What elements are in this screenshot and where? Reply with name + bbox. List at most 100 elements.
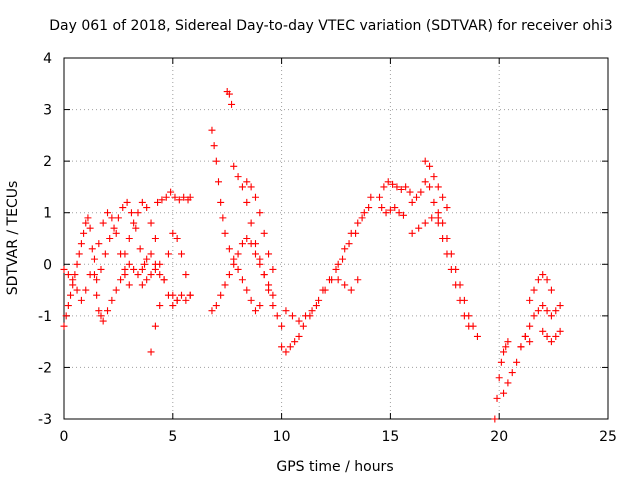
data-point: [274, 312, 281, 319]
data-point: [178, 250, 185, 257]
data-point: [222, 281, 229, 288]
series-arc-t: [378, 204, 407, 219]
data-point: [156, 302, 163, 309]
series-arc-s: [376, 178, 413, 200]
data-point: [269, 266, 276, 273]
data-point: [422, 158, 429, 165]
series-arc-f: [139, 261, 181, 309]
data-point: [61, 266, 68, 273]
data-point: [452, 266, 459, 273]
x-tick-label: 15: [381, 429, 399, 445]
data-point: [422, 178, 429, 185]
data-point: [282, 307, 289, 314]
data-point: [252, 307, 259, 314]
data-point: [461, 297, 468, 304]
data-point: [354, 220, 361, 227]
data-point: [65, 302, 72, 309]
data-point: [552, 307, 559, 314]
data-point: [208, 307, 215, 314]
data-point: [430, 199, 437, 206]
data-point: [348, 287, 355, 294]
data-point: [548, 287, 555, 294]
data-point: [61, 323, 68, 330]
data-point: [352, 230, 359, 237]
series-arc-j: [208, 127, 263, 315]
data-point: [526, 338, 533, 345]
data-point: [300, 323, 307, 330]
data-point: [239, 240, 246, 247]
data-point: [102, 250, 109, 257]
data-point: [278, 323, 285, 330]
data-point: [261, 271, 268, 278]
data-point: [269, 292, 276, 299]
data-point: [365, 204, 372, 211]
data-point: [380, 183, 387, 190]
data-point: [409, 230, 416, 237]
data-point: [82, 287, 89, 294]
data-point: [239, 183, 246, 190]
data-point: [539, 302, 546, 309]
data-point: [143, 276, 150, 283]
x-tick-label: 5: [168, 429, 177, 445]
data-point: [341, 245, 348, 252]
data-point: [121, 250, 128, 257]
data-point: [422, 220, 429, 227]
series-arc-k: [224, 88, 235, 108]
data-point: [243, 178, 250, 185]
data-point: [256, 302, 263, 309]
data-point: [443, 235, 450, 242]
data-point: [535, 307, 542, 314]
series-arc-g: [148, 230, 194, 356]
data-point: [126, 235, 133, 242]
x-tick-label: 20: [490, 429, 508, 445]
data-point: [496, 374, 503, 381]
data-point: [235, 250, 242, 257]
data-point: [80, 230, 87, 237]
data-point: [211, 142, 218, 149]
data-point: [128, 209, 135, 216]
data-point: [539, 328, 546, 335]
data-point: [182, 271, 189, 278]
plot-frame: [64, 58, 608, 419]
x-tick-label: 10: [273, 429, 291, 445]
data-point: [213, 302, 220, 309]
data-point: [252, 240, 259, 247]
data-point: [439, 220, 446, 227]
data-point: [104, 307, 111, 314]
data-point: [296, 333, 303, 340]
data-point: [248, 183, 255, 190]
data-point: [219, 214, 226, 221]
data-point: [100, 220, 107, 227]
data-point: [498, 359, 505, 366]
data-point: [513, 359, 520, 366]
data-point: [548, 338, 555, 345]
data-point: [465, 312, 472, 319]
y-tick-label: 0: [43, 257, 52, 273]
series-arc-ab: [526, 271, 555, 304]
data-point: [243, 287, 250, 294]
data-point: [156, 261, 163, 268]
data-point: [124, 199, 131, 206]
data-point: [265, 250, 272, 257]
data-point: [531, 287, 538, 294]
data-point: [139, 281, 146, 288]
data-point: [557, 302, 564, 309]
series-arc-aa: [517, 302, 563, 350]
data-point: [470, 323, 477, 330]
y-tick-labels: -3-2-101234: [38, 51, 52, 428]
data-point: [87, 271, 94, 278]
data-point: [435, 183, 442, 190]
data-point: [156, 271, 163, 278]
y-axis-label: SDTVAR / TECUs: [5, 181, 21, 296]
x-axis-label: GPS time / hours: [276, 459, 393, 475]
data-point: [539, 271, 546, 278]
data-point: [213, 158, 220, 165]
data-point: [415, 225, 422, 232]
data-point: [137, 245, 144, 252]
data-point: [500, 390, 507, 397]
data-point: [91, 256, 98, 263]
data-point: [269, 302, 276, 309]
data-point: [230, 163, 237, 170]
data-point: [89, 245, 96, 252]
data-point: [148, 348, 155, 355]
